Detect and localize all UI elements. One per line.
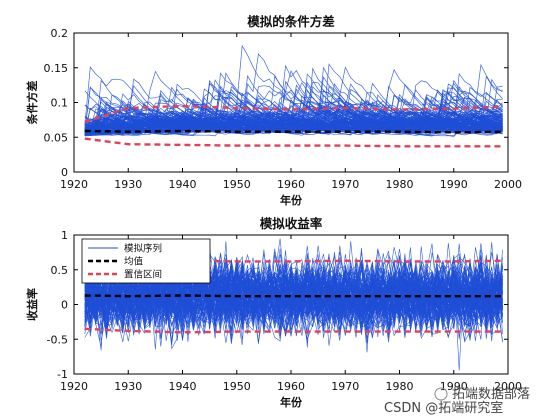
simulated-path (84, 82, 503, 135)
simulated-path (84, 257, 503, 334)
simulated-path (84, 255, 503, 330)
y-tick-label: 0 (61, 166, 68, 179)
simulated-path (84, 85, 503, 133)
simulated-path (84, 89, 503, 136)
simulated-path (84, 117, 503, 134)
x-tick-label: 1980 (386, 178, 414, 191)
simulated-path (84, 106, 503, 133)
x-axis-label: 年份 (280, 395, 303, 409)
ci-upper-line (84, 104, 503, 124)
plot-area-returns (84, 238, 503, 371)
x-axis-label: 年份 (280, 193, 303, 207)
simulated-path (84, 262, 503, 343)
x-tick-label: 1920 (60, 380, 88, 393)
simulated-path (84, 255, 503, 333)
ci-lower-line (84, 137, 503, 148)
x-tick-label: 2000 (494, 380, 522, 393)
y-tick-label: 0.5 (51, 264, 69, 277)
simulated-path (84, 256, 503, 340)
simulated-path (84, 255, 503, 341)
simulated-path (84, 258, 503, 338)
y-axis-label: 收益率 (25, 288, 39, 321)
y-tick-label: 1 (61, 229, 68, 242)
x-tick-label: 1960 (277, 178, 305, 191)
y-tick-label: -0.5 (47, 333, 68, 346)
chart-variance: 1920 1930 1940 1950 1960 1970 1980 1990 2000 0 0.0… (25, 14, 522, 207)
y-axis-label: 条件方差 (25, 81, 39, 126)
x-tick-label: 1980 (386, 380, 414, 393)
x-tick-label: 1990 (440, 380, 468, 393)
x-tick-label: 1950 (223, 178, 251, 191)
legend-label: 均值 (124, 256, 144, 268)
legend-label: 置信区间 (124, 269, 162, 281)
x-tick-label: 1970 (331, 380, 359, 393)
y-tick-label: 0.15 (44, 62, 69, 75)
y-tick-label: 0.05 (44, 131, 69, 144)
watermark-line2: CSDN @拓端研究室 (384, 400, 503, 416)
x-tick-label: 1930 (114, 178, 142, 191)
simulated-path (84, 253, 503, 338)
watermark-icon (434, 387, 448, 401)
x-tick-label: 1940 (169, 178, 197, 191)
x-tick-label: 1930 (114, 380, 142, 393)
watermark-line1: 拓端数据部落 (452, 387, 530, 402)
x-tick-label: 1950 (223, 380, 251, 393)
x-tick-label: 1940 (169, 380, 197, 393)
ci-lower-line (84, 327, 503, 334)
simulated-path (84, 83, 503, 134)
legend-label: 模拟序列 (124, 243, 162, 255)
legend-box (81, 238, 211, 284)
plot-area-variance (84, 44, 503, 148)
chart-title: 模拟的条件方差 (247, 14, 335, 29)
simulated-path (84, 66, 503, 132)
chart-returns: 1920 1930 1940 1950 1960 1970 1980 1990 2000 -1 -0… (25, 216, 522, 409)
simulated-path (84, 105, 503, 136)
chart-title: 模拟收益率 (260, 216, 323, 231)
x-tick-label: 2000 (494, 178, 522, 191)
y-tick-label: 0 (61, 299, 68, 312)
x-tick-label: 1960 (277, 380, 305, 393)
y-tick-label: -1 (57, 368, 68, 381)
y-tick-label: 0.1 (51, 97, 69, 110)
x-tick-label: 1920 (60, 178, 88, 191)
y-tick-label: 0.2 (51, 27, 69, 40)
x-tick-label: 1970 (331, 178, 359, 191)
x-tick-label: 1990 (440, 178, 468, 191)
